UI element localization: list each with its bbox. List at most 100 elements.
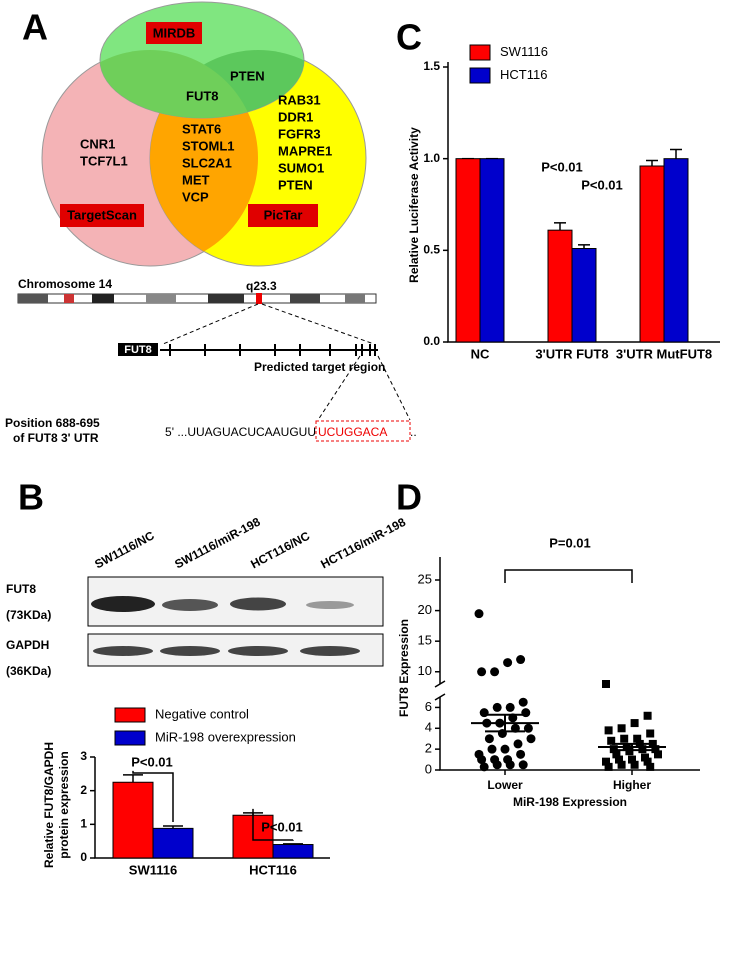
annotation: P<0.01: [261, 819, 303, 834]
venn-diagram: MIRDB TargetScan PicTar PTEN FUT8 CNR1 T…: [41, 1, 367, 267]
point: [641, 753, 649, 762]
axis: [439, 557, 700, 771]
chromosome-band: [18, 294, 48, 303]
y-tick-label: 2: [425, 741, 432, 756]
lane-label: HCT116/miR-198: [318, 515, 408, 572]
bar: [547, 229, 573, 343]
position-label: of FUT8 3' UTR: [13, 431, 99, 445]
point: [516, 749, 526, 759]
point: [654, 750, 662, 759]
significance-bracket: [252, 808, 294, 841]
bar: [663, 158, 689, 343]
bar: [272, 844, 314, 859]
bar: [152, 827, 194, 859]
point: [521, 708, 531, 718]
x-tick-label: SW1116: [129, 862, 177, 877]
annotation: P=0.01: [549, 535, 591, 550]
point: [602, 757, 610, 766]
gene: SUMO1: [278, 160, 324, 175]
y-tick-label: 0: [425, 761, 432, 776]
point: [505, 702, 515, 712]
x-axis-label: MiR-198 Expression: [513, 795, 627, 809]
band: [93, 646, 153, 656]
zoom-line: [317, 355, 411, 421]
panel-label: C: [396, 17, 422, 58]
chromosome-band: [92, 294, 114, 303]
gene: CNR1: [80, 136, 115, 151]
point: [487, 744, 497, 754]
panel-label: A: [22, 7, 48, 48]
point: [643, 711, 652, 720]
y-tick-label: 1: [80, 817, 87, 831]
point: [474, 609, 484, 619]
x-tick-label: NC: [471, 346, 490, 361]
y-axis-label: protein expression: [57, 751, 71, 858]
point: [503, 658, 513, 668]
gene: FUT8: [186, 88, 219, 103]
point: [479, 708, 489, 718]
annotation: P<0.01: [541, 159, 583, 174]
bar: [639, 165, 665, 343]
y-tick-label: 25: [418, 571, 432, 586]
gene: MAPRE1: [278, 143, 332, 158]
set-label: TargetScan: [67, 207, 137, 222]
lane-label: HCT116/NC: [248, 529, 312, 572]
point: [602, 680, 610, 688]
point: [516, 655, 526, 665]
bar: [455, 158, 481, 343]
point: [505, 760, 515, 770]
point: [630, 719, 639, 728]
band: [300, 646, 360, 656]
region-label: Predicted target region: [254, 360, 385, 374]
gene: TCF7L1: [80, 153, 128, 168]
y-tick-label: 4: [425, 720, 432, 735]
point: [607, 736, 616, 745]
panel-label: B: [18, 477, 44, 518]
point: [625, 747, 634, 756]
panel-label: D: [396, 477, 422, 518]
set-label-box: [248, 204, 318, 227]
gene: PTEN: [230, 68, 265, 83]
x-tick-label: Lower: [487, 778, 523, 792]
point: [484, 734, 494, 744]
chromosome-label: Chromosome 14: [18, 277, 112, 291]
legend-label: SW1116: [500, 44, 548, 59]
gene: FGFR3: [278, 126, 321, 141]
point: [617, 724, 626, 733]
gene: MET: [182, 172, 210, 187]
point: [518, 697, 528, 707]
gene-label: FUT8: [124, 344, 152, 356]
y-tick-label: 1.5: [423, 59, 440, 73]
axis-break: [434, 680, 446, 701]
point: [633, 734, 642, 743]
set-label-box: [146, 22, 202, 44]
western-blot: SW1116/NC SW1116/miR-198 HCT116/NC HCT11…: [6, 514, 408, 678]
gene-box: [118, 343, 158, 356]
set-label: PicTar: [264, 207, 303, 222]
legend-swatch: [114, 730, 146, 746]
point: [646, 729, 655, 738]
y-axis-label: Relative Luciferase Activity: [407, 127, 421, 283]
legend-label: Negative control: [155, 706, 249, 721]
point: [477, 667, 487, 677]
row-label: (36KDa): [6, 664, 51, 678]
target-sequence: UCUGGACA: [318, 425, 387, 439]
point: [492, 760, 502, 770]
significance-bracket: [132, 770, 174, 823]
chromosome-band: [345, 294, 365, 303]
row-label: GAPDH: [6, 638, 49, 652]
y-tick-label: 2: [80, 783, 87, 797]
locus-marker: [256, 293, 262, 304]
y-tick-label: 0.5: [423, 243, 440, 257]
band: [162, 599, 218, 611]
annotation: P<0.01: [581, 177, 623, 192]
x-tick-label: 3'UTR MutFUT8: [616, 346, 712, 361]
point: [638, 745, 647, 754]
point: [492, 702, 502, 712]
legend-swatch: [114, 707, 146, 723]
point: [651, 745, 660, 754]
x-tick-label: Higher: [613, 778, 651, 792]
y-axis-label: Relative FUT8/GAPDH: [42, 742, 56, 868]
point: [643, 757, 652, 766]
zoom-line: [162, 303, 375, 345]
